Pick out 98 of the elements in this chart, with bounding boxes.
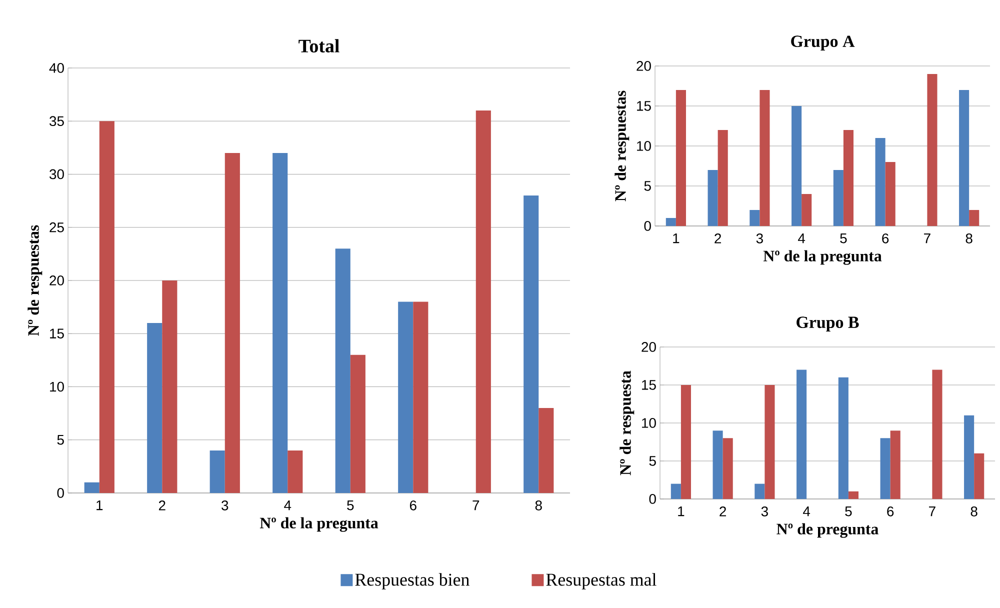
bar [288, 450, 303, 493]
x-tick-label: 6 [410, 500, 416, 510]
bar [162, 280, 178, 493]
chart-title: Grupo A [791, 36, 855, 50]
x-tick-label: 8 [535, 500, 542, 510]
bar [974, 453, 984, 499]
y-tick-label: 20 [50, 276, 64, 286]
bar [84, 482, 100, 493]
bar [969, 210, 980, 226]
y-tick-label: 25 [50, 222, 64, 232]
bar [964, 415, 974, 499]
y-tick-label: 20 [636, 61, 651, 71]
x-tick-label: 5 [840, 234, 847, 244]
y-tick-label: 0 [649, 494, 656, 504]
y-tick-label: 10 [637, 141, 651, 151]
x-tick-label: 6 [882, 233, 889, 244]
y-tick-label: 5 [649, 456, 656, 466]
y-axis-title: Nº de respuesta [620, 370, 634, 476]
y-tick-label: 35 [50, 116, 64, 126]
y-tick-label: 10 [50, 382, 64, 392]
x-axis-title: Nº de la pregunta [763, 250, 882, 265]
legend-label: Resupestas mal [546, 573, 656, 590]
y-tick-label: 15 [50, 328, 64, 338]
bar [712, 430, 723, 499]
y-axis-title: Nº de respuestas [28, 225, 42, 336]
bar [680, 384, 691, 499]
bar [538, 408, 554, 493]
bar [398, 302, 414, 493]
bar [764, 384, 775, 499]
x-tick-label: 2 [720, 506, 726, 516]
x-tick-label: 5 [347, 500, 354, 510]
x-tick-label: 5 [845, 506, 852, 516]
bar [718, 130, 728, 226]
bar [833, 170, 844, 226]
x-tick-label: 7 [472, 500, 480, 510]
bar [838, 377, 848, 499]
bar [880, 438, 890, 499]
x-tick-label: 7 [929, 506, 936, 516]
bar [796, 370, 807, 499]
bar [802, 194, 812, 226]
x-tick-label: 1 [96, 500, 103, 510]
bar [959, 90, 970, 226]
x-tick-label: 8 [970, 506, 978, 516]
bar [875, 138, 886, 226]
x-tick-label: 3 [756, 233, 763, 244]
x-axis-title: Nº de pregunta [776, 523, 878, 538]
chart-title: Total [298, 39, 340, 52]
bar [524, 195, 539, 493]
x-tick-label: 4 [284, 500, 292, 510]
x-tick-label: 8 [966, 233, 972, 244]
bar [760, 90, 770, 226]
x-tick-label: 4 [803, 506, 810, 516]
bar [476, 110, 491, 493]
y-axis-title: Nº de respuestas [614, 90, 630, 202]
bar [754, 484, 765, 499]
y-tick-label: 5 [57, 434, 64, 445]
bar [99, 121, 114, 493]
x-tick-label: 2 [158, 500, 166, 510]
y-tick-label: 15 [637, 101, 651, 111]
bar [890, 430, 900, 499]
x-axis-title: Nº de la pregunta [260, 517, 378, 532]
x-tick-label: 1 [673, 234, 680, 244]
legend-label: Respuestas bien [355, 573, 470, 590]
y-tick-label: 20 [642, 342, 656, 352]
y-tick-label: 5 [644, 181, 651, 191]
bar [676, 90, 686, 226]
bar [750, 210, 760, 226]
y-tick-label: 30 [50, 169, 64, 180]
x-tick-label: 3 [761, 506, 768, 516]
bar [843, 130, 854, 226]
bar [350, 354, 366, 493]
y-tick-label: 0 [57, 488, 64, 498]
y-tick-label: 40 [49, 63, 64, 73]
bar [666, 218, 676, 226]
bar [848, 491, 858, 499]
y-tick-label: 0 [644, 221, 651, 231]
y-tick-label: 15 [642, 380, 656, 390]
bar [932, 370, 942, 499]
bar [335, 248, 350, 493]
bar [792, 106, 802, 226]
bar [272, 152, 288, 493]
bar [927, 74, 938, 226]
x-tick-label: 1 [678, 506, 684, 516]
bar [722, 438, 733, 499]
x-tick-label: 7 [924, 234, 930, 244]
chart-title: Grupo B [796, 316, 859, 332]
bar [210, 450, 225, 493]
x-tick-label: 2 [714, 233, 722, 244]
x-tick-label: 4 [798, 234, 806, 244]
bar [670, 484, 681, 499]
y-tick-label: 10 [642, 418, 656, 428]
x-tick-label: 6 [887, 506, 894, 516]
x-tick-label: 3 [222, 500, 228, 510]
bar [885, 162, 896, 226]
bar [224, 152, 240, 493]
bar [147, 322, 162, 493]
bar [413, 302, 428, 493]
bar [708, 170, 718, 226]
